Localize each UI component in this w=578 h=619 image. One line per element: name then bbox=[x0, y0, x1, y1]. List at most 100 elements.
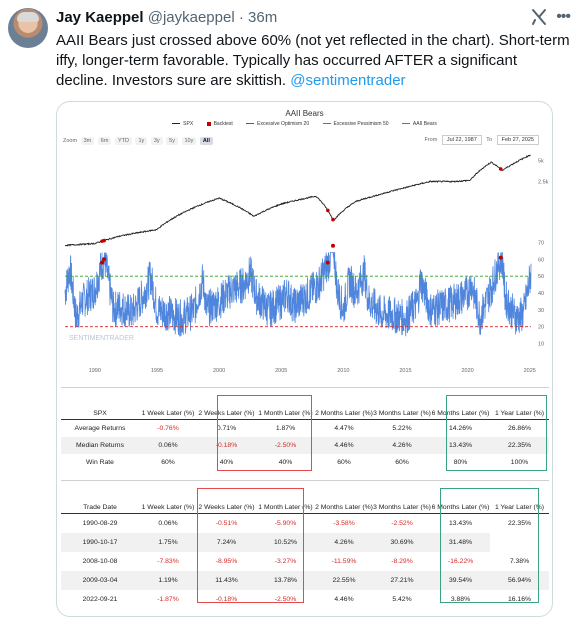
table-cell: 60% bbox=[161, 459, 175, 466]
table-cell: -3.27% bbox=[274, 558, 297, 565]
grok-icon[interactable] bbox=[530, 8, 548, 26]
table-row: Median Returns 0.06% -0.18% -2.50% 4.46% 4.26… bbox=[61, 437, 549, 454]
zoom-label: Zoom bbox=[63, 138, 78, 144]
zoom-1y-button[interactable]: 1y bbox=[135, 137, 148, 145]
col-2-months: 2 Months Later (%) bbox=[315, 504, 373, 511]
spx-series-line bbox=[64, 154, 531, 247]
table-cell: 80% bbox=[453, 459, 468, 466]
zoom-10y-button[interactable]: 10y bbox=[181, 137, 197, 145]
x-axis-tick: 1990 bbox=[89, 368, 101, 374]
table-cell: 1.19% bbox=[139, 571, 197, 590]
table-cell: 10.52% bbox=[256, 533, 315, 552]
detail-header-rule bbox=[61, 513, 549, 514]
table-cell: 31.48% bbox=[431, 533, 490, 552]
spx-axis-tick: 5k bbox=[538, 158, 544, 164]
bears-axis-tick: 30 bbox=[538, 308, 544, 314]
table-cell: -3.58% bbox=[333, 520, 355, 527]
table-cell: -2.50% bbox=[274, 596, 297, 603]
table-cell: -8.95% bbox=[215, 558, 238, 565]
from-label: From bbox=[424, 137, 438, 143]
table-divider bbox=[61, 480, 549, 481]
table-cell: 16.16% bbox=[507, 596, 532, 603]
table-cell: 7.24% bbox=[197, 533, 256, 552]
legend-pessimism[interactable]: Excessive Pessimism 50 bbox=[322, 121, 389, 127]
legend-backtest[interactable]: Backtest bbox=[206, 121, 233, 127]
table-cell: 7.38% bbox=[509, 558, 530, 565]
highlight-box-short-term-detail bbox=[197, 488, 304, 603]
zoom-3m-button[interactable]: 3m bbox=[80, 137, 95, 145]
detail-row-label: 1990-08-29 bbox=[82, 520, 118, 527]
detail-row-label: 2022-09-21 bbox=[82, 596, 118, 603]
from-date-input[interactable]: Jul 22, 1987 bbox=[441, 135, 482, 145]
zoom-6m-button[interactable]: 6m bbox=[97, 137, 112, 145]
zoom-all-button[interactable]: All bbox=[199, 137, 213, 145]
col-1-week: 1 Week Later (%) bbox=[141, 410, 195, 417]
table-row: Win Rate 60% 40% 40% 60% 60% 80% 100% bbox=[61, 454, 549, 471]
highlight-box-long-term-detail bbox=[440, 488, 539, 603]
table-cell: 22.35% bbox=[507, 520, 532, 527]
table-cell: 27.21% bbox=[373, 571, 431, 590]
col-2-months: 2 Months Later (%) bbox=[315, 410, 373, 417]
bears-axis-tick: 20 bbox=[538, 325, 544, 331]
table-cell: 56.94% bbox=[490, 571, 549, 590]
x-axis-tick: 2015 bbox=[399, 368, 411, 374]
table-cell: 1.87% bbox=[275, 425, 296, 432]
to-date-input[interactable]: Feb 27, 2025 bbox=[496, 135, 539, 145]
chart-divider bbox=[61, 387, 549, 388]
author-name[interactable]: Jay Kaeppel bbox=[56, 9, 144, 26]
zoom-controls: Zoom 3m 6m YTD 1y 3y 5y 10y All bbox=[63, 137, 213, 145]
table-cell: -5.90% bbox=[274, 520, 297, 527]
trade-date-header: Trade Date bbox=[83, 504, 117, 511]
author-avatar[interactable] bbox=[8, 8, 48, 48]
x-axis-tick: 2005 bbox=[275, 368, 287, 374]
summary-table: SPX 1 Week Later (%) 2 Weeks Later (%) 1… bbox=[61, 396, 549, 471]
detail-row-label: 2009-03-04 bbox=[61, 571, 139, 590]
table-cell: -2.52% bbox=[391, 520, 413, 527]
zoom-ytd-button[interactable]: YTD bbox=[114, 137, 132, 145]
table-cell: 22.55% bbox=[315, 571, 373, 590]
table-cell: -2.50% bbox=[256, 437, 315, 454]
table-cell: 40% bbox=[278, 459, 293, 466]
legend-spx[interactable]: SPX bbox=[172, 121, 193, 127]
separator-dot: · bbox=[238, 9, 244, 26]
table-cell: 5.22% bbox=[392, 425, 412, 432]
zoom-3y-button[interactable]: 3y bbox=[150, 137, 163, 145]
summary-row-label: Win Rate bbox=[86, 459, 114, 466]
table-cell: 3.88% bbox=[450, 596, 471, 603]
table-cell: 4.26% bbox=[373, 437, 431, 454]
highlight-box-short-term bbox=[217, 395, 312, 471]
tweet-media-image[interactable]: AAII Bears SPX Backtest Excessive Optimi… bbox=[56, 101, 553, 617]
author-handle[interactable]: @jaykaeppel bbox=[147, 9, 235, 26]
tweet-body: AAII Bears just crossed above 60% (not y… bbox=[56, 31, 570, 91]
table-row: 2009-03-04 1.19% 11.43% 13.78% 22.55% 27.21% 3… bbox=[61, 571, 549, 590]
x-axis-tick: 2000 bbox=[213, 368, 225, 374]
backtest-marker-bears bbox=[325, 260, 330, 265]
col-6-months: 6 Months Later (%) bbox=[431, 504, 490, 511]
table-cell: -7.83% bbox=[157, 558, 179, 565]
legend-bears[interactable]: AAII Bears bbox=[401, 121, 437, 127]
bears-axis-tick: 60 bbox=[538, 257, 544, 263]
zoom-5y-button[interactable]: 5y bbox=[166, 137, 178, 145]
backtest-marker-spx bbox=[326, 208, 330, 213]
table-cell: -0.18% bbox=[197, 437, 256, 454]
legend-optimism[interactable]: Excessive Optimism 20 bbox=[246, 121, 309, 127]
table-cell: 0.06% bbox=[139, 437, 197, 454]
detail-row-label: 2008-10-08 bbox=[82, 558, 118, 565]
tweet-time[interactable]: 36m bbox=[248, 9, 278, 26]
table-cell: 13.43% bbox=[431, 437, 490, 454]
table-cell: -8.29% bbox=[391, 558, 413, 565]
table-cell: 4.26% bbox=[315, 533, 373, 552]
col-2-weeks: 2 Weeks Later (%) bbox=[198, 410, 255, 417]
mention-link[interactable]: @sentimentrader bbox=[290, 72, 406, 89]
table-cell: 39.54% bbox=[431, 571, 490, 590]
backtest-marker-spx bbox=[498, 167, 503, 171]
table-cell: 30.69% bbox=[373, 533, 431, 552]
detail-row-label: 1990-10-17 bbox=[61, 533, 139, 552]
to-label: To bbox=[486, 137, 493, 143]
more-options-icon[interactable]: ••• bbox=[556, 8, 571, 25]
table-cell: 100% bbox=[510, 459, 529, 466]
tweet-header: Jay Kaeppel @jaykaeppel · 36m bbox=[56, 9, 277, 26]
table-cell: -1.87% bbox=[157, 596, 179, 603]
table-row: 1990-10-17 1.75% 7.24% 10.52% 4.26% 30.69% 31.… bbox=[61, 533, 549, 552]
